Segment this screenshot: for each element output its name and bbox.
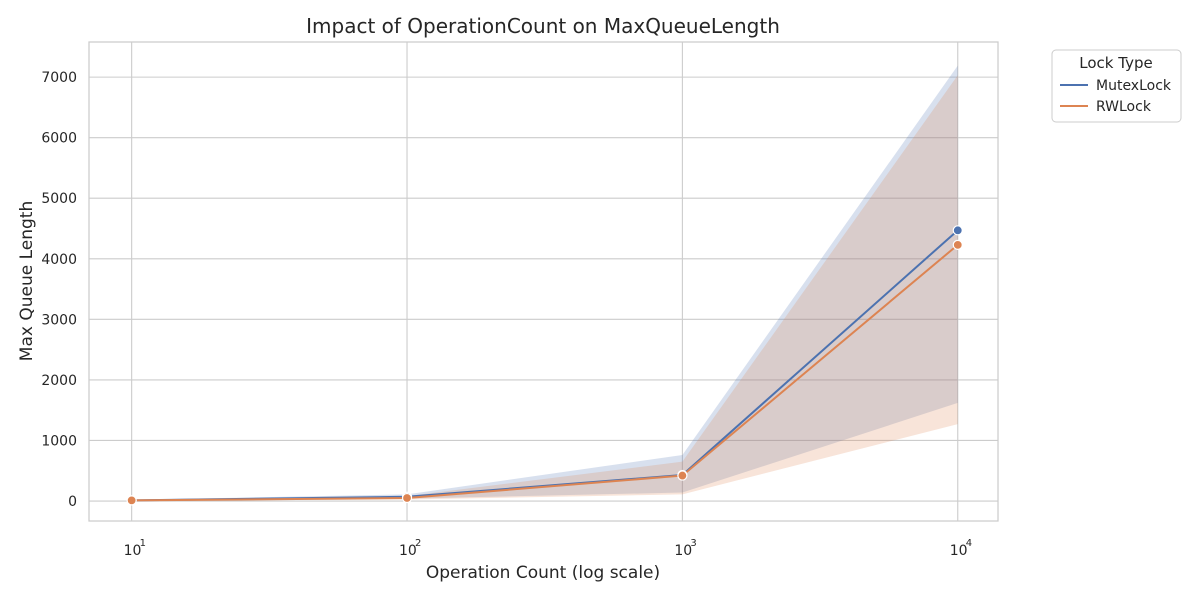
y-tick-label: 2000 xyxy=(41,373,77,389)
series-line-rwlock xyxy=(131,244,959,502)
legend-label-mutexlock: MutexLock xyxy=(1096,78,1172,94)
x-axis-label: Operation Count (log scale) xyxy=(426,563,660,583)
confidence-band-rwlock xyxy=(131,75,958,501)
plot-background xyxy=(89,42,998,521)
chart-title: Impact of OperationCount on MaxQueueLeng… xyxy=(306,14,780,38)
legend-box xyxy=(1051,49,1182,123)
data-point-rwlock xyxy=(677,470,688,481)
y-tick-label: 6000 xyxy=(41,131,77,147)
grid xyxy=(89,42,998,521)
y-tick-label: 0 xyxy=(68,494,77,510)
x-tick-label: 10 xyxy=(674,543,692,559)
data-point-mutexlock xyxy=(952,225,963,236)
series-lines xyxy=(131,229,959,502)
legend-title: Lock Type xyxy=(1079,54,1152,72)
series-markers xyxy=(126,225,963,506)
confidence-band-mutexlock xyxy=(131,65,958,501)
x-tick-exponent: 3 xyxy=(690,538,696,549)
x-tick-label: 10 xyxy=(124,543,142,559)
y-tick-label: 4000 xyxy=(41,252,77,268)
x-tick-exponent: 4 xyxy=(966,538,972,549)
x-tick-labels: 101 102 103 104 xyxy=(124,538,972,559)
y-tick-label: 1000 xyxy=(41,433,77,449)
x-tick-label: 10 xyxy=(399,543,417,559)
y-tick-label: 7000 xyxy=(41,70,77,86)
y-tick-labels: 0 1000 2000 3000 4000 5000 6000 7000 xyxy=(41,70,77,510)
data-point-rwlock xyxy=(401,492,413,504)
legend: Lock Type MutexLock RWLock xyxy=(1051,49,1182,123)
x-tick-label: 10 xyxy=(950,543,968,559)
y-axis-label: Max Queue Length xyxy=(17,201,37,361)
x-tick-exponent: 1 xyxy=(140,538,146,549)
confidence-bands xyxy=(131,65,958,501)
plot-frame xyxy=(88,41,999,522)
y-tick-label: 5000 xyxy=(41,191,77,207)
data-point-rwlock xyxy=(126,495,137,506)
y-tick-label: 3000 xyxy=(41,312,77,328)
legend-label-rwlock: RWLock xyxy=(1096,99,1152,115)
data-point-rwlock xyxy=(952,239,963,250)
x-tick-exponent: 2 xyxy=(415,538,421,549)
